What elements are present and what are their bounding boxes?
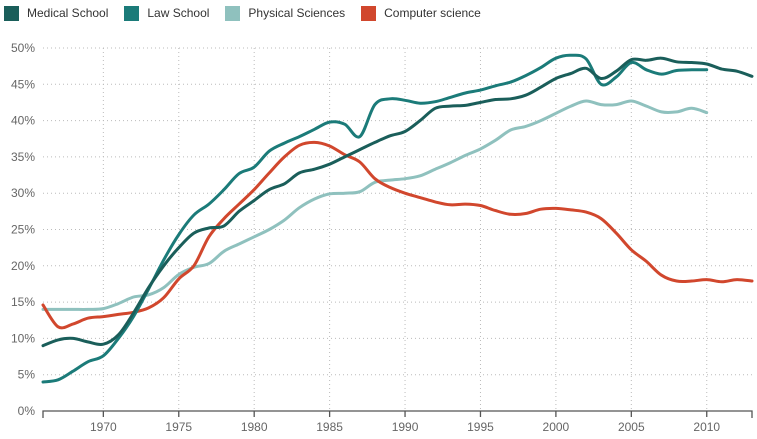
y-tick-label: 50% <box>11 41 35 55</box>
x-axis <box>42 410 753 418</box>
x-tick-label: 1990 <box>392 420 419 434</box>
x-tick-label: 2005 <box>618 420 645 434</box>
x-tick-label: 1975 <box>165 420 192 434</box>
axes: 0% 5% 10% 15% 20% 25% 30% 35% 40% 45% 50% 1970 1975 1… <box>11 41 753 434</box>
y-tick-label: 5% <box>18 368 36 382</box>
legend-swatch-physical-sciences <box>225 5 241 21</box>
x-tick-label: 1985 <box>316 420 343 434</box>
series-line-medical-school <box>41 56 754 348</box>
legend-swatch-law-school <box>124 5 140 21</box>
legend-swatch-medical-school <box>4 5 19 21</box>
legend-label-law-school: Law School <box>147 6 210 20</box>
y-tick-label: 15% <box>11 295 35 309</box>
x-tick-label: 1995 <box>467 420 494 434</box>
y-tick-label: 10% <box>11 331 35 345</box>
series-line-computer-science <box>41 140 754 330</box>
y-tick-label: 25% <box>11 223 35 237</box>
y-tick-label: 30% <box>11 186 35 200</box>
series-lines <box>41 53 754 384</box>
legend-swatch-computer-science <box>361 5 377 21</box>
y-tick-label: 40% <box>11 114 35 128</box>
series-line-physical-sciences <box>41 99 709 311</box>
x-tick-label: 1970 <box>90 420 117 434</box>
x-tick-label: 2000 <box>543 420 570 434</box>
x-tick-label: 1980 <box>241 420 268 434</box>
legend-item-computer-science: Computer science <box>361 5 481 21</box>
x-tick-label: 2010 <box>693 420 720 434</box>
y-tick-label: 0% <box>18 404 36 418</box>
legend-item-medical-school: Medical School <box>4 5 109 21</box>
y-tick-label: 20% <box>11 259 35 273</box>
legend-item-physical-sciences: Physical Sciences <box>225 5 346 21</box>
grid <box>43 47 752 411</box>
legend-label-medical-school: Medical School <box>27 6 109 20</box>
y-tick-label: 45% <box>11 77 35 91</box>
legend-label-physical-sciences: Physical Sciences <box>248 6 346 20</box>
legend-label-computer-science: Computer science <box>384 6 481 20</box>
legend-item-law-school: Law School <box>124 5 210 21</box>
y-tick-label: 35% <box>11 150 35 164</box>
legend: Medical School Law School Physical Scien… <box>4 4 497 22</box>
